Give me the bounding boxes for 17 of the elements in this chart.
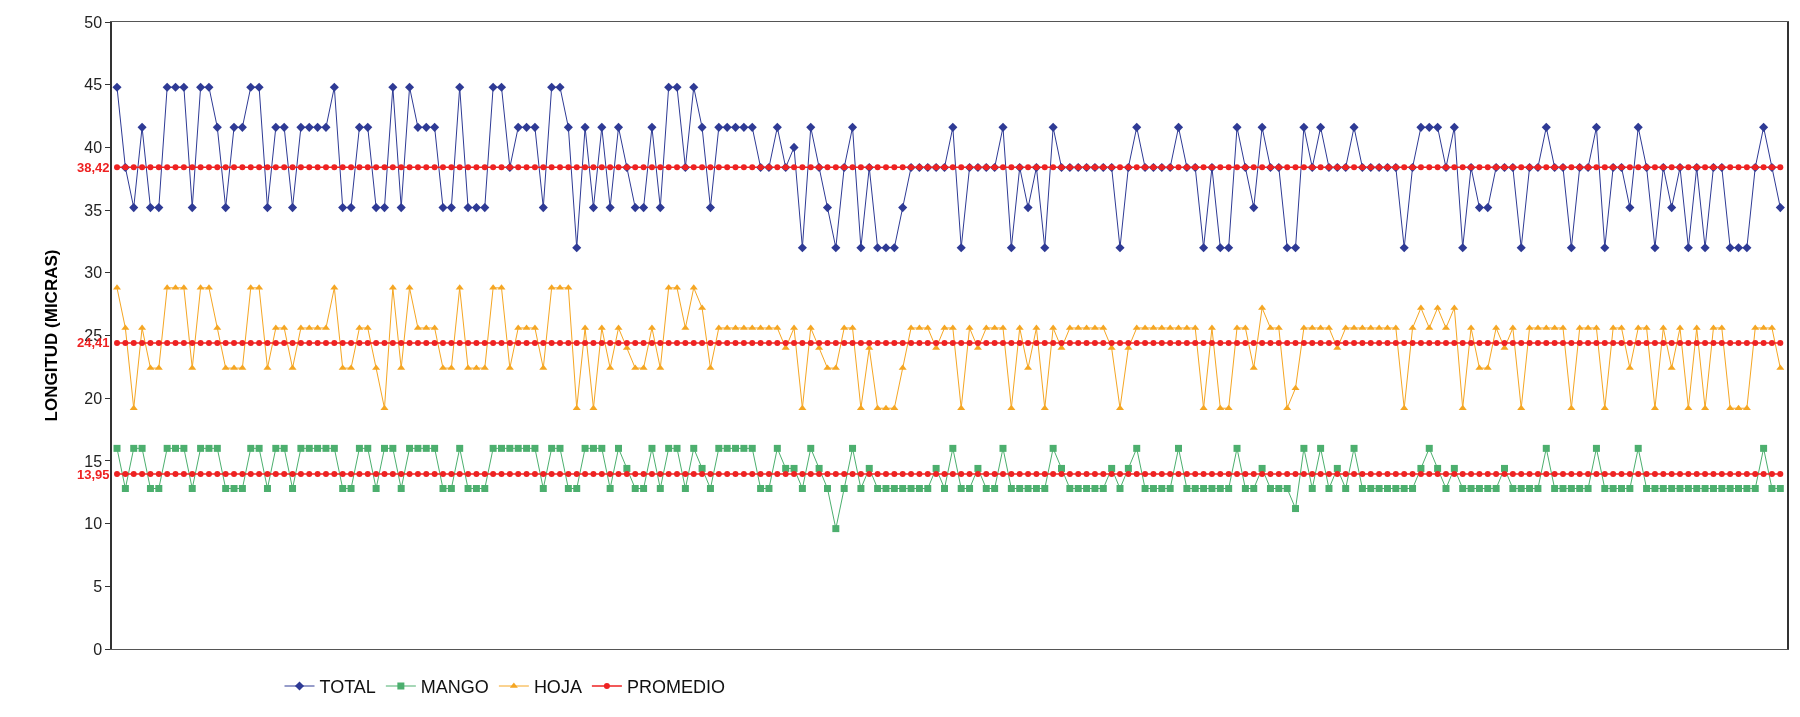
y-tick-label: 30 xyxy=(84,264,103,282)
text: 38,42 xyxy=(77,160,110,175)
y-tick-label: 45 xyxy=(84,76,103,94)
y-tick-label: 20 xyxy=(84,389,103,407)
text: 13,95 xyxy=(77,467,110,482)
y-tick-label: 35 xyxy=(84,201,103,219)
y-axis-title: LONGITUD (MICRAS) xyxy=(42,249,62,422)
y-tick-label: 15 xyxy=(84,452,103,470)
legend-label: TOTAL xyxy=(319,677,376,698)
y-tick-label: 5 xyxy=(93,577,103,595)
legend-label: HOJA xyxy=(533,677,582,698)
legend-label: PROMEDIO xyxy=(626,677,725,698)
y-tick-label: 10 xyxy=(84,515,103,533)
legend-label: MANGO xyxy=(420,677,489,698)
y-tick-label: 0 xyxy=(93,640,103,658)
y-tick-label: 40 xyxy=(84,139,103,156)
y-tick-label: 50 xyxy=(84,13,103,31)
